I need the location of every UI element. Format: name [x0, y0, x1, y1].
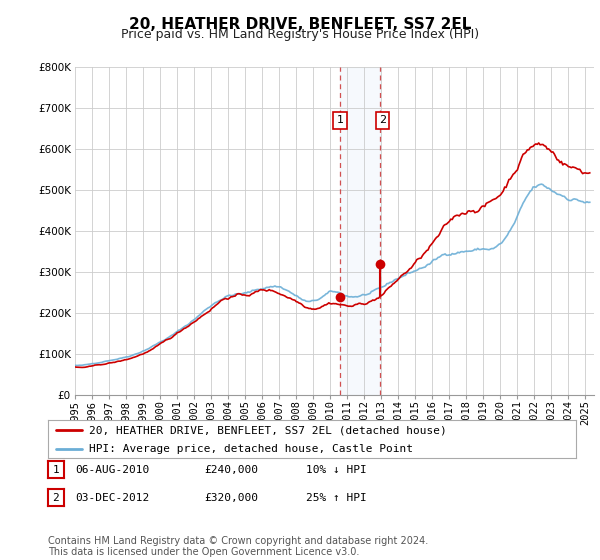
- Text: 20, HEATHER DRIVE, BENFLEET, SS7 2EL: 20, HEATHER DRIVE, BENFLEET, SS7 2EL: [129, 17, 471, 32]
- Bar: [340, 67, 380, 395]
- Text: Price paid vs. HM Land Registry's House Price Index (HPI): Price paid vs. HM Land Registry's House …: [121, 28, 479, 41]
- Text: £320,000: £320,000: [204, 493, 258, 503]
- Text: 2: 2: [379, 115, 386, 125]
- Text: 25% ↑ HPI: 25% ↑ HPI: [306, 493, 367, 503]
- Text: 2: 2: [52, 493, 59, 503]
- Text: 10% ↓ HPI: 10% ↓ HPI: [306, 465, 367, 475]
- Text: 03-DEC-2012: 03-DEC-2012: [75, 493, 149, 503]
- Text: 1: 1: [337, 115, 344, 125]
- Text: £240,000: £240,000: [204, 465, 258, 475]
- Text: 20, HEATHER DRIVE, BENFLEET, SS7 2EL (detached house): 20, HEATHER DRIVE, BENFLEET, SS7 2EL (de…: [89, 425, 447, 435]
- Text: Contains HM Land Registry data © Crown copyright and database right 2024.
This d: Contains HM Land Registry data © Crown c…: [48, 535, 428, 557]
- Text: 1: 1: [52, 465, 59, 475]
- Text: 06-AUG-2010: 06-AUG-2010: [75, 465, 149, 475]
- Text: HPI: Average price, detached house, Castle Point: HPI: Average price, detached house, Cast…: [89, 444, 413, 454]
